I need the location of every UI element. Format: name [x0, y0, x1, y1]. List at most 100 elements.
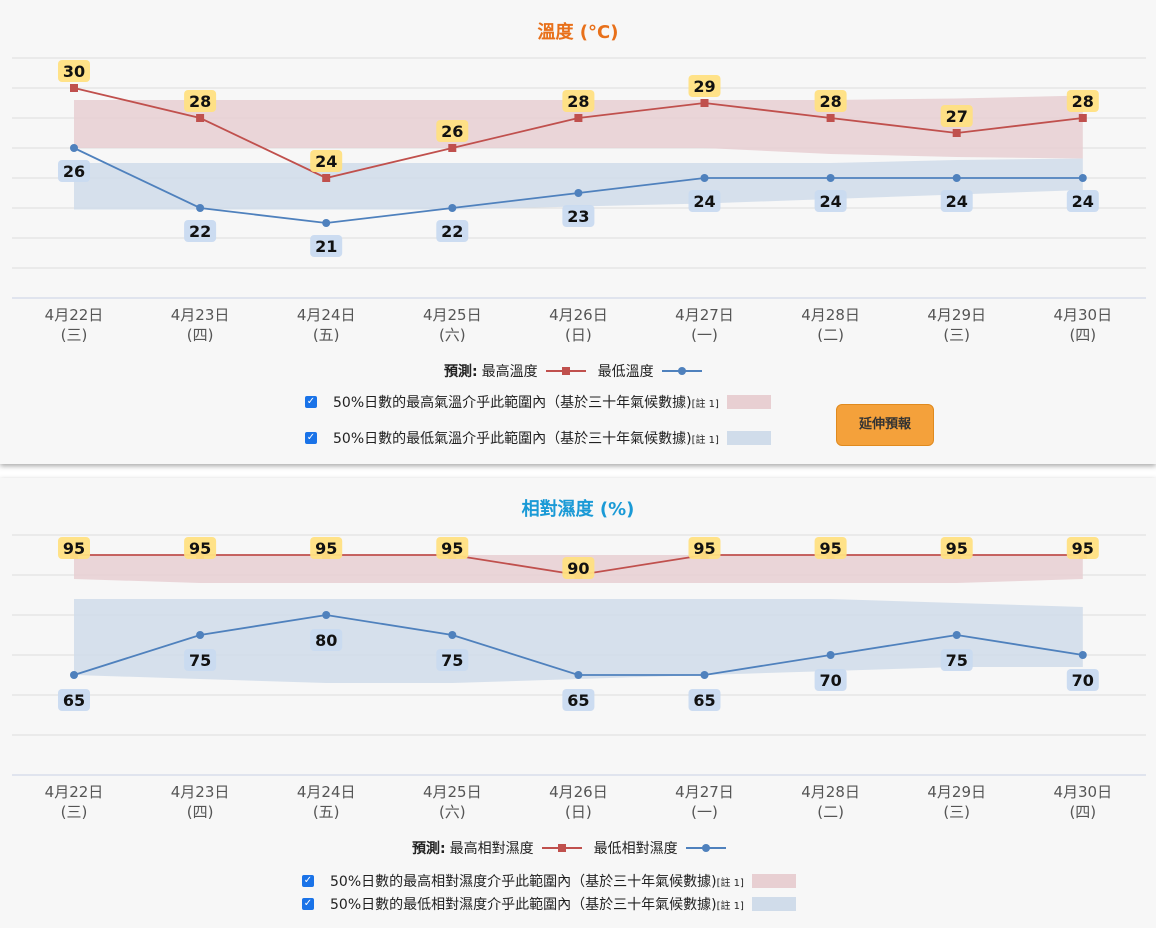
temperature-chart: 溫度 (°C) 30 28 24 26 28 29 28 27 28 26 22 21 22 23 24 24…	[12, 21, 1146, 344]
min-point[interactable]	[574, 671, 583, 679]
x-tick-date: 4月27日	[675, 306, 734, 324]
x-tick-date: 4月26日	[549, 306, 608, 324]
min-point[interactable]	[196, 631, 205, 639]
min-value-label: 23	[567, 207, 589, 226]
max-value-label: 95	[819, 539, 841, 558]
note-ref[interactable]: [註 1]	[691, 398, 719, 410]
max-value-label: 95	[189, 539, 211, 558]
min-point[interactable]	[448, 631, 457, 639]
max-point[interactable]	[700, 99, 709, 107]
max-value-label-bg	[1066, 90, 1099, 112]
min-value-label-bg	[1066, 190, 1099, 212]
x-tick-date: 4月26日	[549, 783, 608, 801]
band-min-label: 50%日數的最低氣溫介乎此範圍內（基於三十年氣候數據)	[333, 431, 692, 447]
max-value-label-bg	[562, 557, 595, 579]
x-tick-weekday: (六)	[439, 326, 466, 344]
x-tick-date: 4月25日	[423, 306, 482, 324]
min-point[interactable]	[322, 219, 331, 227]
min-value-label-bg	[436, 220, 469, 242]
note-ref[interactable]: [註 1]	[691, 434, 719, 446]
legend-max-swatch	[545, 367, 586, 375]
temperature-band-max-legend[interactable]: ✓ 50%日數的最高氣溫介乎此範圍內（基於三十年氣候數據) [註 1]	[305, 392, 771, 412]
temperature-chart-title: 溫度 (°C)	[538, 21, 619, 43]
min-point[interactable]	[196, 204, 205, 212]
min-value-label-bg	[310, 235, 343, 257]
min-value-label-bg	[310, 629, 343, 651]
humidity-band-max-legend[interactable]: ✓ 50%日數的最高相對濕度介乎此範圍內（基於三十年氣候數據) [註 1]	[302, 871, 796, 891]
max-value-label: 28	[189, 92, 211, 111]
note-ref[interactable]: [註 1]	[716, 900, 744, 912]
min-point[interactable]	[70, 671, 78, 679]
max-value-label-bg	[310, 537, 343, 559]
band-max-checkbox[interactable]: ✓	[302, 875, 314, 887]
legend-max-label: 最高相對濕度	[449, 841, 534, 857]
max-point[interactable]	[574, 114, 583, 122]
min-value-label: 80	[315, 631, 337, 650]
max-point[interactable]	[70, 84, 78, 92]
min-point[interactable]	[70, 144, 78, 152]
x-tick-weekday: (二)	[817, 326, 844, 344]
x-tick-weekday: (六)	[439, 803, 466, 821]
note-ref[interactable]: [註 1]	[716, 877, 744, 889]
min-point[interactable]	[826, 174, 835, 182]
band-max-label: 50%日數的最高氣溫介乎此範圍內（基於三十年氣候數據)	[333, 395, 692, 411]
max-point[interactable]	[448, 144, 457, 152]
min-point[interactable]	[952, 631, 961, 639]
x-tick-date: 4月28日	[801, 783, 860, 801]
min-value-label-bg	[940, 649, 973, 671]
legend-max-swatch	[541, 844, 582, 852]
max-point[interactable]	[952, 129, 961, 137]
legend-min-swatch	[685, 844, 726, 852]
temperature-band-min-legend[interactable]: ✓ 50%日數的最低氣溫介乎此範圍內（基於三十年氣候數據) [註 1]	[305, 428, 771, 448]
band-min-checkbox[interactable]: ✓	[305, 432, 317, 444]
min-value-label: 75	[189, 651, 211, 670]
min-value-label-bg	[562, 205, 595, 227]
min-point[interactable]	[574, 189, 583, 197]
max-value-label: 28	[1072, 92, 1094, 111]
band-max-checkbox[interactable]: ✓	[305, 396, 317, 408]
x-tick-date: 4月24日	[297, 783, 356, 801]
min-point[interactable]	[952, 174, 961, 182]
x-tick-weekday: (一)	[691, 803, 718, 821]
max-value-label-bg	[58, 60, 90, 82]
min-value-label-bg	[58, 689, 90, 711]
x-tick-date: 4月29日	[927, 783, 986, 801]
min-point[interactable]	[700, 671, 709, 679]
max-value-label-bg	[184, 90, 217, 112]
min-value-label: 70	[1072, 671, 1094, 690]
min-value-label-bg	[58, 160, 90, 182]
max-point[interactable]	[322, 174, 331, 182]
x-tick-weekday: (日)	[565, 803, 592, 821]
max-value-label-bg	[814, 537, 847, 559]
legend-max-label: 最高溫度	[481, 364, 538, 380]
humidity-chart-title: 相對濕度 (%)	[522, 498, 635, 520]
legend-prefix: 預測:	[412, 841, 446, 857]
humidity-series-legend: 預測: 最高相對濕度 最低相對濕度	[412, 838, 738, 858]
min-point[interactable]	[1078, 651, 1087, 659]
extended-forecast-button[interactable]: 延伸預報	[836, 404, 934, 446]
min-point[interactable]	[1078, 174, 1087, 182]
min-value-label-bg	[1066, 669, 1099, 691]
max-point[interactable]	[196, 114, 205, 122]
x-tick-date: 4月29日	[927, 306, 986, 324]
band-min-checkbox[interactable]: ✓	[302, 898, 314, 910]
max-point[interactable]	[1078, 114, 1087, 122]
min-point[interactable]	[826, 651, 835, 659]
min-value-label-bg	[688, 190, 721, 212]
x-tick-weekday: (三)	[943, 803, 970, 821]
min-point[interactable]	[322, 611, 331, 619]
x-tick-weekday: (三)	[943, 326, 970, 344]
min-value-label-bg	[184, 220, 217, 242]
x-tick-weekday: (三)	[61, 803, 88, 821]
min-value-label: 21	[315, 237, 337, 256]
max-value-label: 95	[693, 539, 715, 558]
humidity-band-min-legend[interactable]: ✓ 50%日數的最低相對濕度介乎此範圍內（基於三十年氣候數據) [註 1]	[302, 894, 796, 914]
min-value-label: 26	[63, 162, 85, 181]
max-value-label: 95	[946, 539, 968, 558]
x-tick-weekday: (四)	[187, 326, 214, 344]
max-point[interactable]	[826, 114, 835, 122]
min-point[interactable]	[448, 204, 457, 212]
x-tick-weekday: (三)	[61, 326, 88, 344]
min-point[interactable]	[700, 174, 709, 182]
max-value-label: 95	[441, 539, 463, 558]
